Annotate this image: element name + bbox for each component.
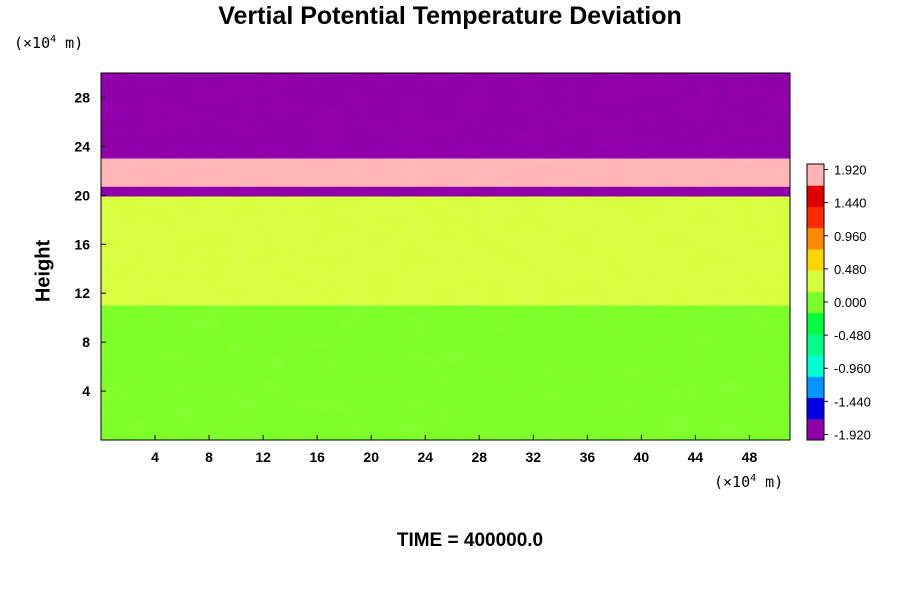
x-tick-label: 8 xyxy=(205,449,213,465)
field-texture-0 xyxy=(101,73,790,159)
x-axis: 4 8 12 16 20 24 28 32 36 40 44 48 xyxy=(151,435,757,465)
colorbar-swatch xyxy=(807,418,824,441)
y-axis: 4 8 12 16 20 24 28 xyxy=(74,89,106,399)
colorbar-swatch xyxy=(807,248,824,271)
y-unit-suffix: m) xyxy=(56,34,84,52)
x-tick-label: 4 xyxy=(151,449,159,465)
colorbar-swatch xyxy=(807,376,824,399)
x-tick-label: 36 xyxy=(580,449,596,465)
x-tick-label: 16 xyxy=(309,449,325,465)
y-unit-label: (×104 m) xyxy=(14,34,83,52)
colorbar-swatch xyxy=(807,227,824,250)
y-unit-exponent: 4 xyxy=(50,34,57,45)
colorbar-tick-label: -0.960 xyxy=(834,361,871,376)
chart-title: Vertial Potential Temperature Deviation xyxy=(218,2,682,30)
y-tick-label: 24 xyxy=(74,138,90,154)
x-tick-label: 20 xyxy=(363,449,379,465)
colorbar-tick-label: 0.480 xyxy=(834,262,867,277)
colorbar-swatch xyxy=(807,312,824,335)
plot-frame xyxy=(100,72,791,441)
colorbar-swatch xyxy=(807,185,824,207)
x-tick-label: 48 xyxy=(742,449,758,465)
colorbar: 1.920 1.440 0.960 0.480 0.000 -0.480 -0.960 -1.… xyxy=(806,163,871,442)
plot-area xyxy=(101,73,790,440)
x-tick-label: 44 xyxy=(688,449,704,465)
colorbar-tick-label: 1.920 xyxy=(834,163,867,178)
colorbar-tick-label: -1.440 xyxy=(834,394,871,409)
colorbar-swatch xyxy=(807,355,824,377)
x-tick-label: 12 xyxy=(255,449,271,465)
y-tick-label: 16 xyxy=(74,236,90,252)
colorbar-swatch xyxy=(807,164,824,186)
y-tick-label: 8 xyxy=(82,334,90,350)
colorbar-tick-label: -1.920 xyxy=(834,427,871,442)
y-unit-prefix: (×10 xyxy=(14,34,51,52)
colorbar-tick-label: 0.960 xyxy=(834,229,867,244)
colorbar-tick-label: -0.480 xyxy=(834,328,871,343)
x-unit-prefix: (×10 xyxy=(714,473,751,491)
x-tick-label: 32 xyxy=(526,449,542,465)
field-texture-2 xyxy=(101,186,790,197)
colorbar-tick-label: 0.000 xyxy=(834,295,867,310)
colorbar-swatch xyxy=(807,206,824,229)
x-unit-exponent: 4 xyxy=(750,473,757,484)
x-tick-label: 24 xyxy=(417,449,433,465)
colorbar-swatch xyxy=(807,291,824,314)
y-tick-label: 28 xyxy=(74,89,90,105)
colorbar-swatch xyxy=(807,270,824,292)
time-label: TIME = 400000.0 xyxy=(396,530,544,551)
x-tick-label: 28 xyxy=(471,449,487,465)
y-tick-label: 20 xyxy=(74,187,90,203)
x-unit-label: (×104 m) xyxy=(714,473,783,491)
field-texture-3 xyxy=(101,196,790,306)
y-tick-label: 4 xyxy=(82,383,90,399)
field-texture-4 xyxy=(101,305,790,440)
field-texture-1 xyxy=(101,158,790,187)
colorbar-swatch xyxy=(807,333,824,356)
colorbar-tick-label: 1.440 xyxy=(834,196,867,211)
y-tick-label: 12 xyxy=(74,285,90,301)
x-tick-label: 40 xyxy=(634,449,650,465)
colorbar-swatch xyxy=(807,397,824,420)
x-unit-suffix: m) xyxy=(756,473,784,491)
